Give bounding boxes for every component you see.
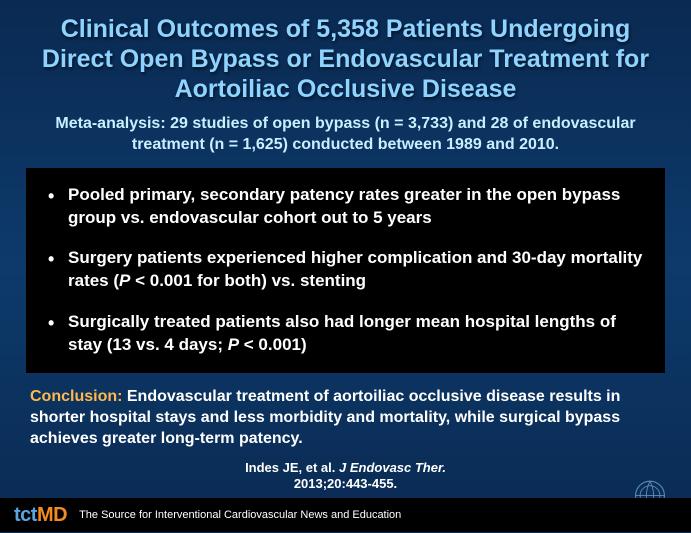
slide-title: Clinical Outcomes of 5,358 Patients Unde…: [24, 14, 667, 104]
slide-content: Clinical Outcomes of 5,358 Patients Unde…: [0, 0, 691, 492]
logo-tct-text: tct: [14, 504, 37, 527]
bullet-text: Surgically treated patients also had lon…: [68, 312, 616, 354]
slide-subtitle: Meta-analysis: 29 studies of open bypass…: [24, 114, 667, 156]
citation-journal: J Endovasc Ther.: [339, 460, 446, 475]
footer-bar: tctMD The Source for Interventional Card…: [0, 498, 691, 532]
bullet-item: Surgery patients experienced higher comp…: [46, 247, 645, 293]
conclusion: Conclusion: Endovascular treatment of ao…: [24, 387, 667, 449]
bullet-text: Pooled primary, secondary patency rates …: [68, 185, 620, 227]
citation-authors: Indes JE, et al.: [245, 460, 339, 475]
conclusion-label: Conclusion:: [30, 388, 122, 405]
tctmd-logo: tctMD: [14, 504, 67, 527]
citation: Indes JE, et al. J Endovasc Ther. 2013;2…: [24, 460, 667, 493]
bullet-item: Surgically treated patients also had lon…: [46, 311, 645, 357]
bullets-container: Pooled primary, secondary patency rates …: [26, 168, 665, 374]
bullet-text: Surgery patients experienced higher comp…: [68, 248, 642, 290]
bullet-item: Pooled primary, secondary patency rates …: [46, 184, 645, 230]
logo-md-text: MD: [37, 504, 67, 527]
citation-ref: 2013;20:443-455.: [294, 476, 397, 491]
footer-tagline: The Source for Interventional Cardiovasc…: [79, 509, 401, 521]
